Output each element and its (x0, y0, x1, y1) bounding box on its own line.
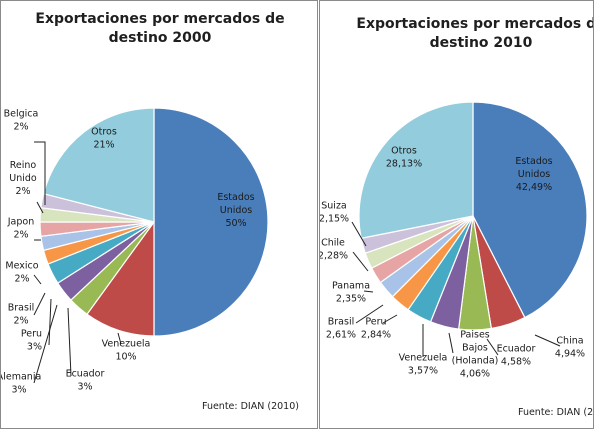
data-label-ecuador: Ecuador 4,58% (497, 344, 536, 368)
leader-line-china (534, 334, 561, 347)
data-label-brasil: Brasil 2,61% (326, 317, 356, 341)
leader-line-brasil (33, 292, 46, 316)
leader-line-suiza (351, 221, 367, 247)
chart-title-line-2: destino 2010 (429, 35, 533, 51)
leader-line-brasil (355, 304, 384, 324)
pie-slice-venezuela (86, 220, 155, 337)
data-labels: Estados Unidos 42,49% China 4,94% Ecuador 4,58… (319, 146, 585, 380)
data-label-alemania: Alemania 3% (0, 372, 41, 396)
data-label-reino-unido: Reino Unido 2% (9, 160, 37, 197)
pie-chart-2010: Estados Unidos 42,49% China 4,94% Ecuador 4,58… (319, 101, 588, 380)
data-label-belgica: Belgica 2% (4, 109, 39, 133)
leader-line-paises-bajos-holanda (448, 332, 454, 354)
pie-slice-estados-unidos (153, 107, 269, 337)
leader-line-venezuela (117, 332, 122, 345)
leader-line-belgica (34, 141, 46, 205)
data-label-estados-unidos: Estados Unidos 50% (217, 192, 254, 229)
leader-line-alemania (33, 304, 58, 384)
data-label-brasil: Brasil 2% (8, 303, 34, 327)
pie-slice-otros (42, 107, 155, 223)
chart-title-line-1: Exportaciones por mercados de (35, 11, 285, 27)
data-label-panama: Panama 2,35% (332, 281, 370, 305)
leader-line-ecuador (486, 338, 499, 356)
leader-line-peru (382, 314, 398, 324)
leader-line-mexico (33, 274, 42, 285)
leader-line-reino-unido (36, 201, 44, 214)
chart-title: Exportaciones por mercados de destino 20… (1, 10, 317, 48)
pie-chart-2000: Estados Unidos 50% Venezuela 10% Ecuador 3% Ale… (0, 107, 269, 396)
data-label-china: China 4,94% (555, 336, 585, 360)
data-label-otros: Otros 28,13% (386, 146, 422, 170)
chart-source: Fuente: DIAN (2 (518, 407, 594, 418)
chart-source: Fuente: DIAN (2010) (202, 401, 299, 412)
data-label-japon: Japon 2% (7, 217, 35, 241)
data-label-ecuador: Ecuador 3% (66, 369, 105, 393)
leader-lines (33, 141, 122, 384)
data-label-suiza: Suiza 2,15% (319, 201, 349, 225)
data-label-paises-bajos-holanda: Paises Bajos (Holanda) 4,06% (452, 330, 499, 380)
chart-panel-2010: Exportaciones por mercados de destino 20… (319, 0, 594, 429)
leader-line-chile (352, 251, 369, 272)
data-label-peru: Peru 3% (21, 329, 42, 353)
leader-line-peru (48, 298, 52, 346)
chart-title-line-1: Exportaciones por mercados de (356, 16, 594, 32)
data-label-mexico: Mexico 2% (5, 261, 38, 285)
pie-slice-estados-unidos (472, 101, 588, 319)
pie-slices (39, 107, 269, 337)
data-label-chile: Chile 2,28% (319, 238, 348, 262)
leader-lines (351, 221, 561, 357)
leader-line-panama (363, 290, 374, 293)
leader-line-ecuador (67, 307, 72, 377)
chart-panel-2000: Exportaciones por mercados de destino 20… (0, 0, 318, 429)
pie-slice-otros (358, 101, 474, 239)
data-label-otros: Otros 21% (91, 127, 117, 151)
data-label-peru: Peru 2,84% (361, 317, 391, 341)
data-label-venezuela: Venezuela 10% (102, 339, 151, 363)
chart-title-line-2: destino 2000 (108, 30, 212, 46)
chart-title: Exportaciones por mercados de destino 20… (336, 15, 594, 53)
data-labels: Estados Unidos 50% Venezuela 10% Ecuador 3% Ale… (0, 109, 255, 396)
data-label-venezuela: Venezuela 3,57% (399, 353, 448, 377)
data-label-estados-unidos: Estados Unidos 42,49% (515, 156, 552, 193)
pie-slices (358, 101, 588, 331)
